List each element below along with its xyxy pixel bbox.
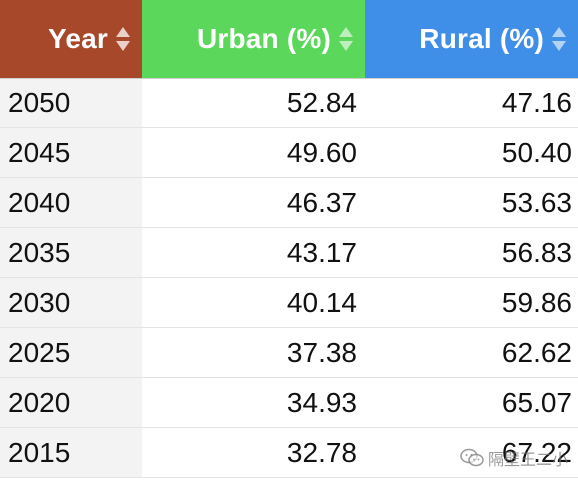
watermark: 隔壁王二小	[460, 446, 568, 470]
table-header: Year Urban (%) Rural (%)	[0, 0, 578, 78]
urban-cell: 34.93	[286, 386, 357, 418]
rural-cell: 59.86	[501, 286, 572, 318]
year-cell: 2015	[0, 428, 142, 477]
table-row: 2015 32.78 67.22	[0, 428, 578, 478]
table-row: 2040 46.37 53.63	[0, 178, 578, 228]
column-header-urban[interactable]: Urban (%)	[142, 0, 365, 78]
urban-cell: 37.38	[286, 336, 357, 368]
year-cell: 2025	[0, 328, 142, 377]
table-row: 2020 34.93 65.07	[0, 378, 578, 428]
rural-cell: 65.07	[501, 386, 572, 418]
year-cell: 2045	[0, 128, 142, 177]
table-row: 2035 43.17 56.83	[0, 228, 578, 278]
column-header-year[interactable]: Year	[0, 0, 142, 78]
wechat-icon	[460, 448, 484, 468]
urban-cell: 32.78	[286, 436, 357, 468]
table-row: 2045 49.60 50.40	[0, 128, 578, 178]
sort-arrows-icon[interactable]	[550, 24, 568, 54]
table-row: 2050 52.84 47.16	[0, 78, 578, 128]
rural-cell: 53.63	[501, 186, 572, 218]
column-header-rural[interactable]: Rural (%)	[365, 0, 578, 78]
year-cell: 2050	[0, 79, 142, 127]
urban-cell: 49.60	[286, 136, 357, 168]
rural-cell: 50.40	[501, 136, 572, 168]
watermark-text: 隔壁王二小	[487, 452, 568, 469]
urban-cell: 52.84	[286, 87, 357, 118]
sort-arrows-icon[interactable]	[337, 24, 355, 54]
table-row: 2030 40.14 59.86	[0, 278, 578, 328]
table-body: 2050 52.84 47.16 2045 49.60 50.40 2040 4…	[0, 78, 578, 478]
year-cell: 2030	[0, 278, 142, 327]
column-header-label: Urban (%)	[196, 23, 331, 54]
urban-cell: 40.14	[286, 286, 357, 318]
rural-cell: 67.22	[501, 436, 572, 468]
year-cell: 2040	[0, 178, 142, 227]
urban-cell: 43.17	[286, 236, 357, 268]
column-header-label: Rural (%)	[419, 23, 544, 54]
rural-cell: 62.62	[501, 336, 572, 368]
sort-arrows-icon[interactable]	[114, 24, 132, 54]
urban-cell: 46.37	[286, 186, 357, 218]
year-cell: 2035	[0, 228, 142, 277]
column-header-label: Year	[48, 23, 108, 54]
rural-cell: 56.83	[501, 236, 572, 268]
rural-cell: 47.16	[501, 87, 572, 118]
table-row: 2025 37.38 62.62	[0, 328, 578, 378]
year-cell: 2020	[0, 378, 142, 427]
